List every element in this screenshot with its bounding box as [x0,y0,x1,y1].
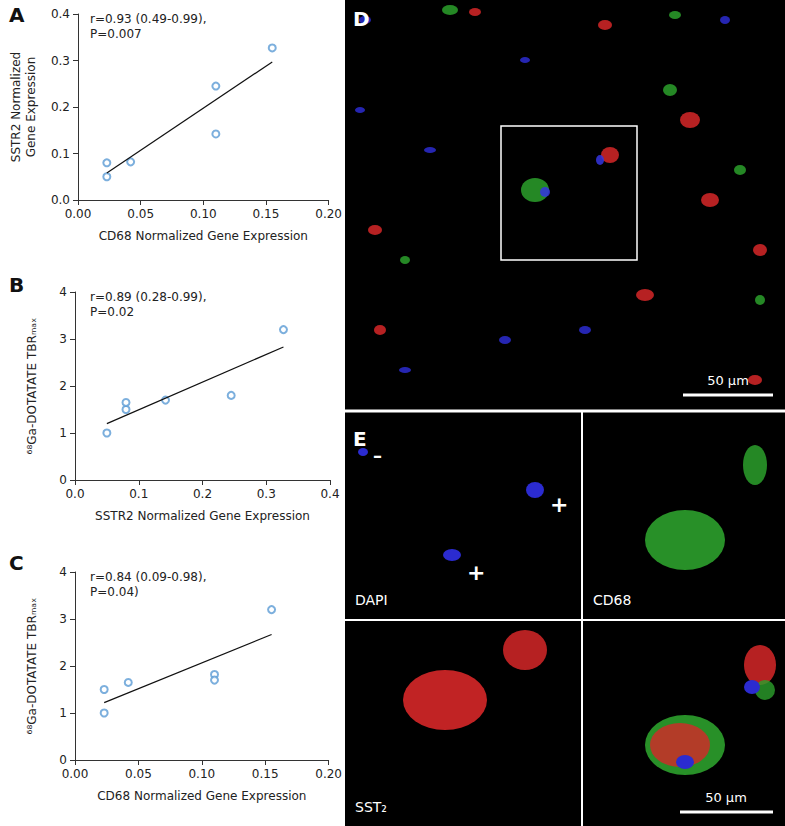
svg-text:0.15: 0.15 [252,767,279,781]
svg-text:3: 3 [59,612,67,626]
svg-text:0.00: 0.00 [65,207,92,221]
svg-text:CD68: CD68 [593,592,631,608]
svg-text:P=0.02: P=0.02 [90,305,134,319]
svg-text:0.20: 0.20 [315,207,342,221]
svg-text:P=0.007: P=0.007 [90,27,142,41]
svg-text:⁶⁸Ga-DOTATATE TBRₘₐₓ: ⁶⁸Ga-DOTATATE TBRₘₐₓ [25,318,39,455]
svg-text:4: 4 [59,285,67,299]
svg-text:CD68 Normalized Gene Expressio: CD68 Normalized Gene Expression [99,229,308,243]
svg-text:–: – [373,445,382,466]
svg-text:+: + [550,492,568,517]
svg-text:0.20: 0.20 [315,767,342,781]
svg-text:50 µm: 50 µm [707,373,749,388]
svg-text:CD68 Normalized Gene Expressio: CD68 Normalized Gene Expression [97,789,306,803]
svg-text:3: 3 [59,332,67,346]
svg-text:DAPI: DAPI [355,592,388,608]
svg-text:0.4: 0.4 [320,487,339,501]
svg-text:Gene Expression: Gene Expression [24,57,38,158]
svg-text:C: C [9,551,24,575]
svg-text:50 µm: 50 µm [705,790,747,805]
svg-text:+: + [467,560,485,585]
svg-text:B: B [9,273,24,297]
svg-text:2: 2 [59,379,67,393]
svg-text:0.3: 0.3 [51,54,70,68]
svg-text:0.15: 0.15 [253,207,280,221]
svg-text:P=0.04): P=0.04) [90,585,139,599]
svg-text:r=0.84 (0.09-0.98),: r=0.84 (0.09-0.98), [90,570,206,584]
svg-text:0.1: 0.1 [129,487,148,501]
svg-text:4: 4 [59,565,67,579]
svg-text:0.05: 0.05 [125,767,152,781]
svg-text:E: E [353,427,367,451]
svg-text:1: 1 [59,706,67,720]
svg-text:A: A [9,3,25,27]
svg-text:0: 0 [59,753,67,767]
svg-text:0.0: 0.0 [65,487,84,501]
svg-text:0.3: 0.3 [257,487,276,501]
svg-text:⁶⁸Ga-DOTATATE TBRₘₐₓ: ⁶⁸Ga-DOTATATE TBRₘₐₓ [25,598,39,735]
svg-text:0.05: 0.05 [127,207,154,221]
svg-text:0.4: 0.4 [51,7,70,21]
svg-text:0.10: 0.10 [188,767,215,781]
svg-text:0.0: 0.0 [51,193,70,207]
svg-text:0.2: 0.2 [51,100,70,114]
svg-text:0.10: 0.10 [190,207,217,221]
svg-text:0.2: 0.2 [193,487,212,501]
svg-text:r=0.89 (0.28-0.99),: r=0.89 (0.28-0.99), [90,290,206,304]
svg-text:1: 1 [59,426,67,440]
svg-text:SSTR2 Normalized Gene Expressi: SSTR2 Normalized Gene Expression [95,509,310,523]
svg-text:0: 0 [59,473,67,487]
svg-text:r=0.93 (0.49-0.99),: r=0.93 (0.49-0.99), [90,12,206,26]
svg-text:SSTR2 Normalized: SSTR2 Normalized [9,52,23,162]
svg-text:0.1: 0.1 [51,147,70,161]
svg-text:D: D [353,7,370,31]
svg-text:2: 2 [59,659,67,673]
svg-text:0.00: 0.00 [62,767,89,781]
svg-text:SST₂: SST₂ [355,799,387,815]
